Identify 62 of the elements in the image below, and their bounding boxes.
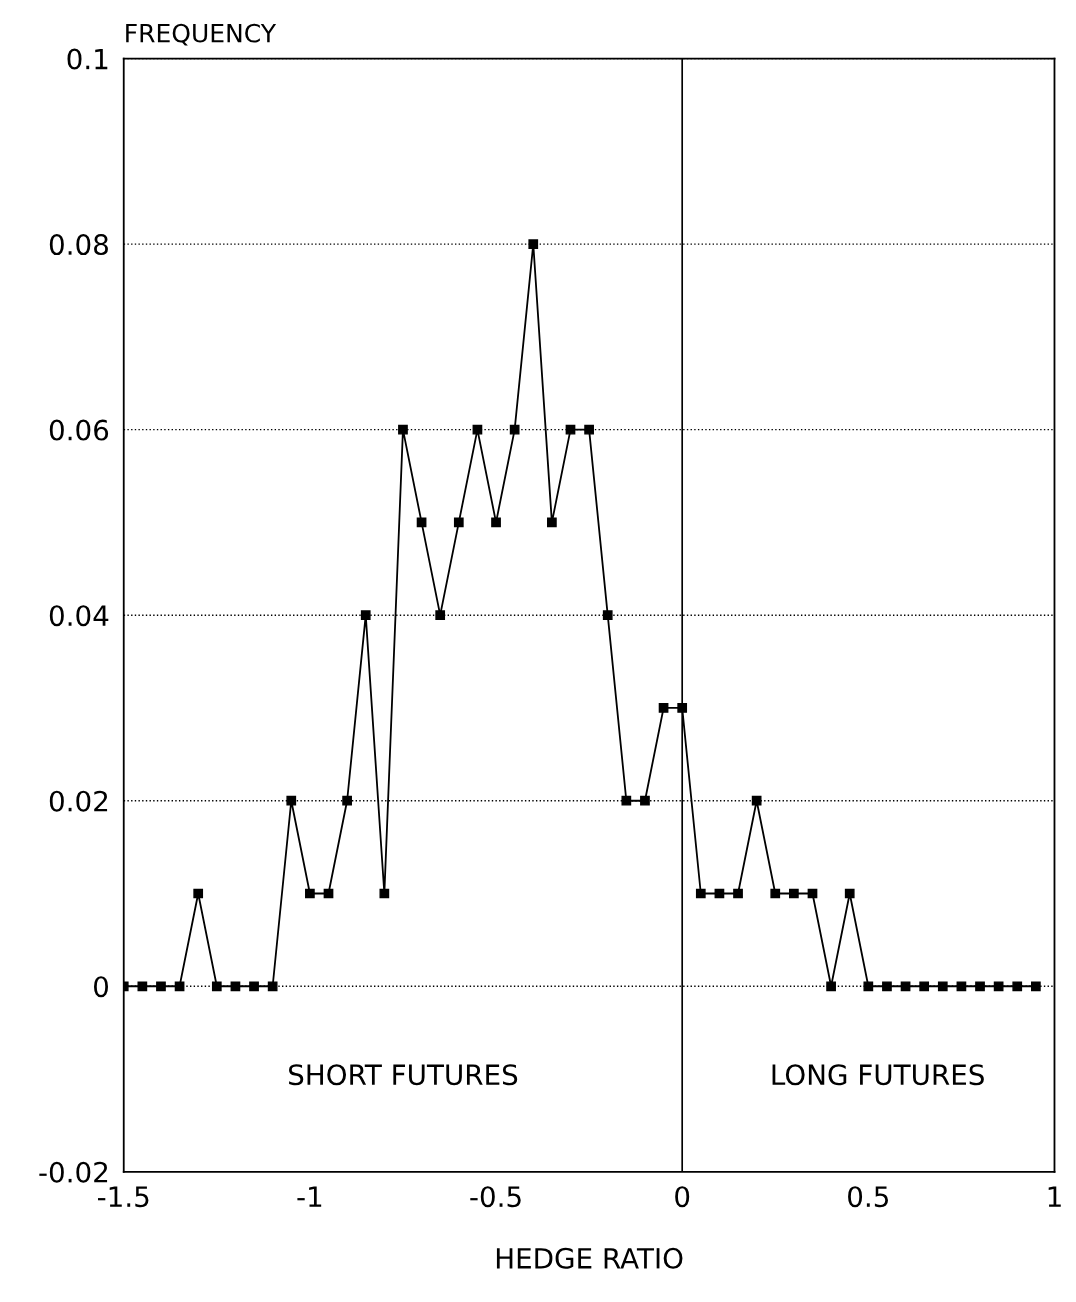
point <box>658 703 669 713</box>
point <box>379 888 390 899</box>
point <box>733 888 743 899</box>
y-tick-label: 0.06 <box>49 419 109 441</box>
point <box>528 239 539 249</box>
point <box>360 610 371 621</box>
point <box>844 888 855 899</box>
point <box>602 610 613 621</box>
y-tick-label: 0.08 <box>49 234 108 256</box>
point <box>137 981 148 992</box>
point <box>584 424 594 435</box>
point <box>751 795 762 806</box>
x-tick-label: -1 <box>297 1186 322 1207</box>
point <box>174 981 185 992</box>
point <box>342 795 352 806</box>
x-tick-label: -0.5 <box>470 1186 521 1208</box>
point <box>863 981 874 992</box>
point <box>621 795 632 806</box>
annotation: LONG FUTURES <box>772 1064 984 1086</box>
annotation: SHORT FUTURES <box>289 1064 518 1086</box>
point <box>1012 981 1023 992</box>
point <box>472 424 483 435</box>
point <box>453 517 464 528</box>
y-axis-title: FREQUENCY <box>126 23 277 46</box>
point <box>993 981 1004 992</box>
point <box>305 888 315 899</box>
point <box>398 424 408 435</box>
point <box>249 981 259 992</box>
x-tick-label: 1 <box>1048 1186 1061 1207</box>
point <box>826 981 836 992</box>
point <box>267 981 278 992</box>
point <box>677 703 688 713</box>
point <box>975 981 985 992</box>
y-tick-label: 0.1 <box>67 48 108 70</box>
point <box>230 981 241 992</box>
point <box>882 981 892 992</box>
point <box>900 981 911 992</box>
point <box>435 610 446 621</box>
point <box>1031 981 1041 992</box>
y-tick-label: 0 <box>94 976 109 998</box>
point <box>211 981 222 992</box>
point <box>695 888 706 899</box>
point <box>193 888 204 899</box>
y-tick-label: 0.02 <box>49 790 108 812</box>
point <box>640 795 650 806</box>
x-tick-label: -1.5 <box>98 1186 149 1208</box>
point <box>156 981 166 992</box>
point <box>956 981 967 992</box>
point <box>789 888 799 899</box>
point <box>286 795 297 806</box>
point <box>491 517 501 528</box>
point <box>547 517 557 528</box>
point <box>919 981 930 992</box>
point <box>565 424 576 435</box>
y-tick-label: -0.02 <box>39 1161 108 1183</box>
point <box>937 981 948 992</box>
x-tick-label: 0.5 <box>848 1186 888 1208</box>
x-axis-title: HEDGE RATIO <box>496 1247 683 1269</box>
point <box>509 424 520 435</box>
point <box>770 888 781 899</box>
x-tick-label: 0 <box>675 1186 690 1208</box>
y-tick-label: 0.04 <box>49 605 109 627</box>
